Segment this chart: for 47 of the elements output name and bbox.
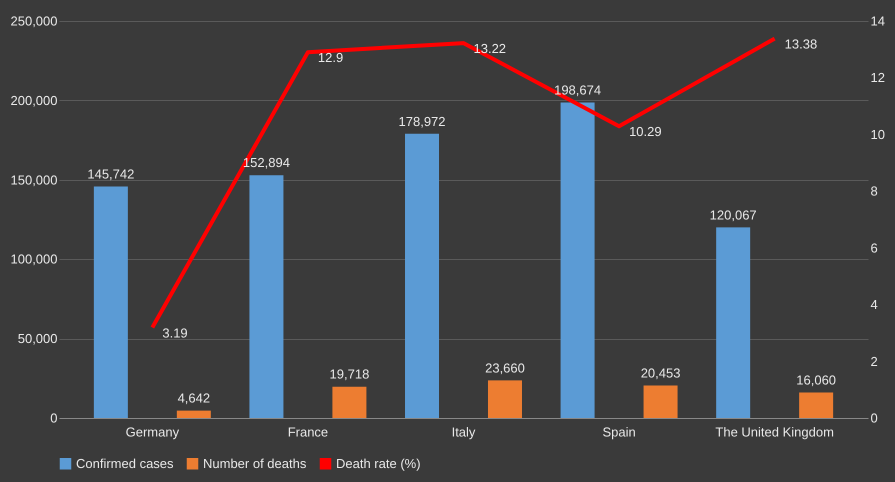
y-tick-label: 0 bbox=[50, 410, 58, 426]
legend-label: Number of deaths bbox=[203, 456, 307, 471]
data-label: 120,067 bbox=[710, 207, 757, 222]
legend-label: Confirmed cases bbox=[76, 456, 174, 471]
data-label: 145,742 bbox=[87, 166, 134, 182]
bar bbox=[716, 227, 750, 418]
data-label: 12.9 bbox=[318, 50, 344, 66]
x-tick-label: France bbox=[288, 424, 328, 440]
y2-tick-label: 8 bbox=[870, 184, 878, 199]
data-label: 178,972 bbox=[398, 114, 446, 129]
legend-label: Death rate (%) bbox=[336, 456, 421, 471]
y2-tick-label: 2 bbox=[870, 354, 878, 369]
data-label: 16,060 bbox=[796, 372, 836, 388]
y2-tick-label: 14 bbox=[870, 14, 885, 28]
bar bbox=[332, 386, 366, 418]
y2-tick-label: 10 bbox=[870, 126, 885, 142]
line-series bbox=[150, 36, 777, 330]
y2-tick-label: 0 bbox=[870, 410, 878, 426]
bar bbox=[176, 410, 211, 418]
data-label: 13.38 bbox=[784, 36, 818, 52]
y2-tick-label: 6 bbox=[870, 240, 878, 256]
bar bbox=[488, 380, 522, 418]
y-tick-label: 200,000 bbox=[10, 92, 58, 108]
y-tick-label: 250,000 bbox=[10, 14, 58, 28]
x-tick-label: Spain bbox=[602, 424, 636, 440]
x-tick-label: The United Kingdom bbox=[715, 424, 834, 440]
y-tick-label: 100,000 bbox=[10, 252, 58, 267]
data-label: 3.19 bbox=[162, 326, 188, 341]
bar bbox=[560, 102, 595, 418]
bar bbox=[799, 392, 834, 418]
y2-tick-label: 12 bbox=[870, 70, 885, 86]
bar bbox=[405, 134, 440, 418]
y2-tick-label: 4 bbox=[870, 297, 878, 312]
bar bbox=[249, 175, 284, 418]
data-label: 4,642 bbox=[178, 390, 210, 406]
y-tick-label: 50,000 bbox=[18, 331, 58, 346]
data-label: 198,674 bbox=[554, 82, 602, 98]
x-tick-label: Italy bbox=[452, 424, 476, 440]
data-label: 10.29 bbox=[629, 124, 662, 140]
y-tick-label: 150,000 bbox=[10, 172, 58, 188]
data-label: 19,718 bbox=[330, 366, 370, 382]
data-label: 23,660 bbox=[485, 360, 525, 376]
bar bbox=[644, 386, 678, 418]
data-label: 20,453 bbox=[640, 366, 680, 381]
x-tick-label: Germany bbox=[126, 424, 180, 440]
bar bbox=[94, 186, 128, 418]
data-label: 13.22 bbox=[474, 41, 506, 56]
